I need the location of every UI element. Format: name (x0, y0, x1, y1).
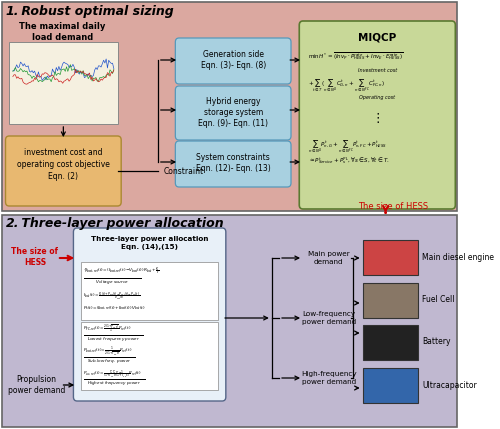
Text: High-frequency
power demand: High-frequency power demand (301, 371, 356, 385)
Bar (81, 262, 218, 320)
Text: Hybrid energy
storage system
Eqn. (9)- Eqn. (11): Hybrid energy storage system Eqn. (9)- E… (198, 97, 268, 128)
Text: $I_{bat}(t)\!=\!\frac{P_k(t)\!+\!P_{svc}(t)\!-\!P_{bat}(t)\!-\!P_{FC}(t)}{V_{bat: $I_{bat}(t)\!=\!\frac{P_k(t)\!+\!P_{svc}… (82, 291, 140, 303)
FancyBboxPatch shape (176, 86, 291, 140)
Text: $\overline{\quad Highest\ frequency\ power\quad}$: $\overline{\quad Highest\ frequency\ pow… (82, 379, 144, 389)
Text: 2.: 2. (6, 217, 19, 230)
Bar (362, 325, 418, 360)
Text: Generation side
Eqn. (3)- Eqn. (8): Generation side Eqn. (3)- Eqn. (8) (200, 50, 266, 70)
FancyBboxPatch shape (6, 136, 121, 206)
Text: Battery: Battery (422, 338, 451, 347)
Text: The size of HESS: The size of HESS (358, 202, 428, 211)
Text: $P_{FC,ref}(t)\!=\!\frac{2(1\!+\!\overline{T_{12}s})}{1}P_{ref}(t)$: $P_{FC,ref}(t)\!=\!\frac{2(1\!+\!\overli… (82, 324, 131, 335)
Text: $\sum_{n\in N^G} P^t_{n,G}+\sum_{n\in N^{FC}} P^t_{n,FC}+P^t_{HESS}$: $\sum_{n\in N^G} P^t_{n,G}+\sum_{n\in N^… (308, 138, 388, 154)
Text: $P_{uc,ref}(t)\!=\!\frac{T_1T_2s^2\!-\!1}{(1\!+\!T_{12}s)(1\!+\!T_{23}s)}P_{ref}: $P_{uc,ref}(t)\!=\!\frac{T_1T_2s^2\!-\!1… (82, 368, 142, 380)
Text: $\overline{\quad Lowest\ frequency\ power\quad}$: $\overline{\quad Lowest\ frequency\ powe… (82, 335, 144, 344)
Text: Fuel Cell: Fuel Cell (422, 296, 455, 305)
Text: Main diesel engine: Main diesel engine (422, 253, 494, 262)
Text: System constraints
Eqn. (12)- Eqn. (13): System constraints Eqn. (12)- Eqn. (13) (196, 153, 270, 173)
Bar (9, 42, 118, 124)
Text: ⋮: ⋮ (371, 112, 384, 125)
FancyBboxPatch shape (176, 38, 291, 84)
FancyBboxPatch shape (74, 228, 226, 401)
Text: $\min H^*=\overline{(Inv_P \cdot P_{HESS}^{rate}+Inv_E \cdot E_{HESS}^{rate})}$: $\min H^*=\overline{(Inv_P \cdot P_{HESS… (308, 50, 404, 62)
Text: Three-layer power allocation
Eqn. (14),(15): Three-layer power allocation Eqn. (14),(… (91, 236, 208, 250)
Bar (362, 240, 418, 275)
Text: Low-frequency
power demand: Low-frequency power demand (302, 311, 356, 325)
Bar (2, 2, 457, 211)
Text: investment cost and
operating cost objective
Eqn. (2): investment cost and operating cost objec… (17, 148, 110, 181)
Text: Ultracapacitor: Ultracapacitor (422, 381, 477, 390)
Text: Robust optimal sizing: Robust optimal sizing (16, 5, 173, 18)
Text: MIQCP: MIQCP (358, 32, 397, 42)
Text: $P_{bat,ref}(t)\!=\!\frac{1}{2(1\!+\!\overline{T_{23}s})}P_{ref}(t)$: $P_{bat,ref}(t)\!=\!\frac{1}{2(1\!+\!\ov… (82, 346, 132, 360)
Text: $\overline{\quad Sub\text{-}low\ freq.\ power\quad}$: $\overline{\quad Sub\text{-}low\ freq.\ … (82, 357, 135, 366)
Bar (362, 283, 418, 318)
Bar (2, 215, 457, 427)
Bar (81, 322, 218, 390)
Text: Investment cost: Investment cost (358, 68, 397, 73)
Text: Operating cost: Operating cost (360, 95, 396, 100)
Text: $\approx P^t_{Service}+P^{PL}_s, \forall s \in S, \forall t \in T.$: $\approx P^t_{Service}+P^{PL}_s, \forall… (308, 155, 390, 166)
Text: The size of
HESS: The size of HESS (12, 247, 58, 267)
Text: Main power
demand: Main power demand (308, 251, 350, 265)
FancyBboxPatch shape (176, 141, 291, 187)
Text: Constraint: Constraint (164, 167, 203, 176)
Text: $\{I_{bat,ref}(t)\!=\!(I_{bat,ref}(t)\!-\!V_{bat}(t))R_{bat}\!+\!\frac{K_t}{t}$: $\{I_{bat,ref}(t)\!=\!(I_{bat,ref}(t)\!-… (82, 265, 160, 277)
Text: The maximal daily
load demand: The maximal daily load demand (19, 22, 106, 42)
Bar (362, 368, 418, 403)
FancyBboxPatch shape (300, 21, 456, 209)
Text: 1.: 1. (6, 5, 19, 18)
Text: Propulsion
power demand: Propulsion power demand (8, 375, 66, 395)
Text: $\overline{\qquad\quad Voltage\ source\quad\qquad}$: $\overline{\qquad\quad Voltage\ source\q… (82, 278, 142, 287)
Text: $+\sum_{t\in T}(\sum_{n\in N^G} C^t_{G,n}+\sum_{n\in N^{FC}} C^t_{FC,n})$: $+\sum_{t\in T}(\sum_{n\in N^G} C^t_{G,n… (308, 77, 386, 94)
Text: Three-layer power allocation: Three-layer power allocation (16, 217, 223, 230)
Text: $P_s(t)\!=\!(I_{bat,ref}(t)\!+\!I_{bat}(t))V_{bat}(t)$: $P_s(t)\!=\!(I_{bat,ref}(t)\!+\!I_{bat}(… (82, 304, 146, 311)
